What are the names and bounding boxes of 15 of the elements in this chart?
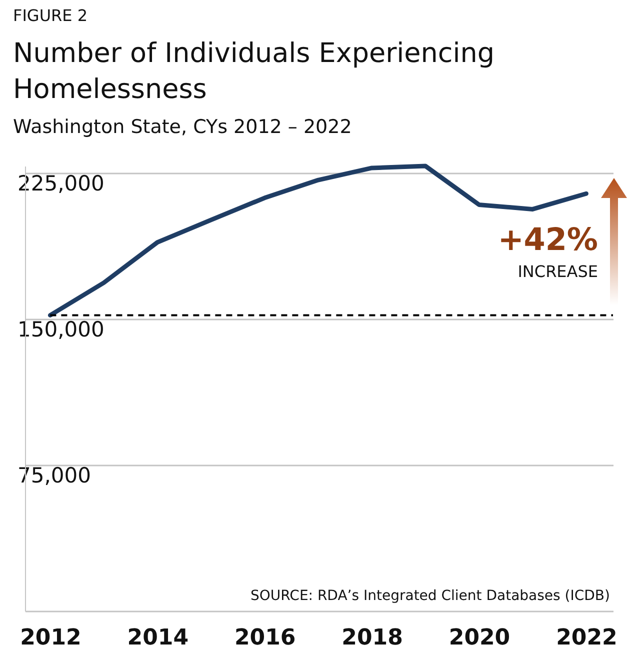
- annotation: +42%: [498, 222, 598, 258]
- x-tick-label: 2016: [234, 626, 296, 650]
- x-tick-label: 2018: [342, 626, 403, 650]
- x-tick-label: 2022: [556, 626, 618, 650]
- x-tick-label: 2014: [127, 626, 189, 650]
- y-tick-label: 75,000: [18, 464, 91, 488]
- y-tick-label: 150,000: [18, 318, 104, 342]
- x-tick-label: 2020: [448, 626, 510, 650]
- annotation: INCREASE: [518, 262, 598, 281]
- x-tick-label: 2012: [20, 626, 82, 650]
- chart-title: Number of Individuals Experiencing Homelessness: [13, 37, 496, 107]
- caption: FIGURE 2: [13, 6, 88, 25]
- annotation: SOURCE: RDA’s Integrated Client Databases (ICDB): [250, 588, 610, 604]
- y-tick-label: 225,000: [18, 172, 104, 196]
- chart-subtitle: Washington State, CYs 2012 – 2022: [13, 116, 352, 138]
